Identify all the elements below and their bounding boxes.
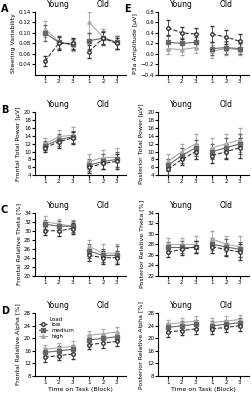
Y-axis label: Posterior Total Power [μV]: Posterior Total Power [μV]: [139, 104, 144, 184]
Text: B: B: [1, 105, 8, 115]
Y-axis label: Steering Variability: Steering Variability: [11, 14, 16, 73]
Text: Old: Old: [97, 301, 109, 310]
Y-axis label: Frontal Relative Alpha [%]: Frontal Relative Alpha [%]: [16, 304, 21, 386]
Y-axis label: Frontal Total Power [μV]: Frontal Total Power [μV]: [16, 106, 21, 181]
Text: Young: Young: [170, 0, 193, 9]
Text: Young: Young: [47, 301, 70, 310]
Text: C: C: [1, 205, 8, 215]
X-axis label: Time on Task (Block): Time on Task (Block): [171, 386, 236, 392]
Text: Old: Old: [219, 201, 233, 210]
Text: Young: Young: [47, 201, 70, 210]
Y-axis label: P3a Amplitude [μV]: P3a Amplitude [μV]: [133, 13, 138, 74]
Text: Young: Young: [47, 100, 70, 109]
Text: D: D: [1, 306, 9, 316]
Text: A: A: [1, 4, 8, 14]
Text: Old: Old: [219, 100, 233, 109]
Y-axis label: Posterior Relative Theta [%]: Posterior Relative Theta [%]: [139, 200, 144, 288]
Y-axis label: Frontal Relative Theta [%]: Frontal Relative Theta [%]: [16, 203, 21, 285]
Text: Old: Old: [97, 100, 109, 109]
Y-axis label: Posterior Relative Alpha [%]: Posterior Relative Alpha [%]: [139, 301, 144, 388]
Text: Old: Old: [219, 301, 233, 310]
Text: Young: Young: [170, 201, 193, 210]
Text: Young: Young: [170, 100, 193, 109]
Text: Old: Old: [97, 0, 109, 9]
Legend: low, medium, high: low, medium, high: [38, 316, 75, 340]
Text: Old: Old: [97, 201, 109, 210]
Text: Young: Young: [170, 301, 193, 310]
Text: Old: Old: [219, 0, 233, 9]
X-axis label: Time on Task (Block): Time on Task (Block): [48, 386, 113, 392]
Text: E: E: [124, 4, 130, 14]
Text: Young: Young: [47, 0, 70, 9]
